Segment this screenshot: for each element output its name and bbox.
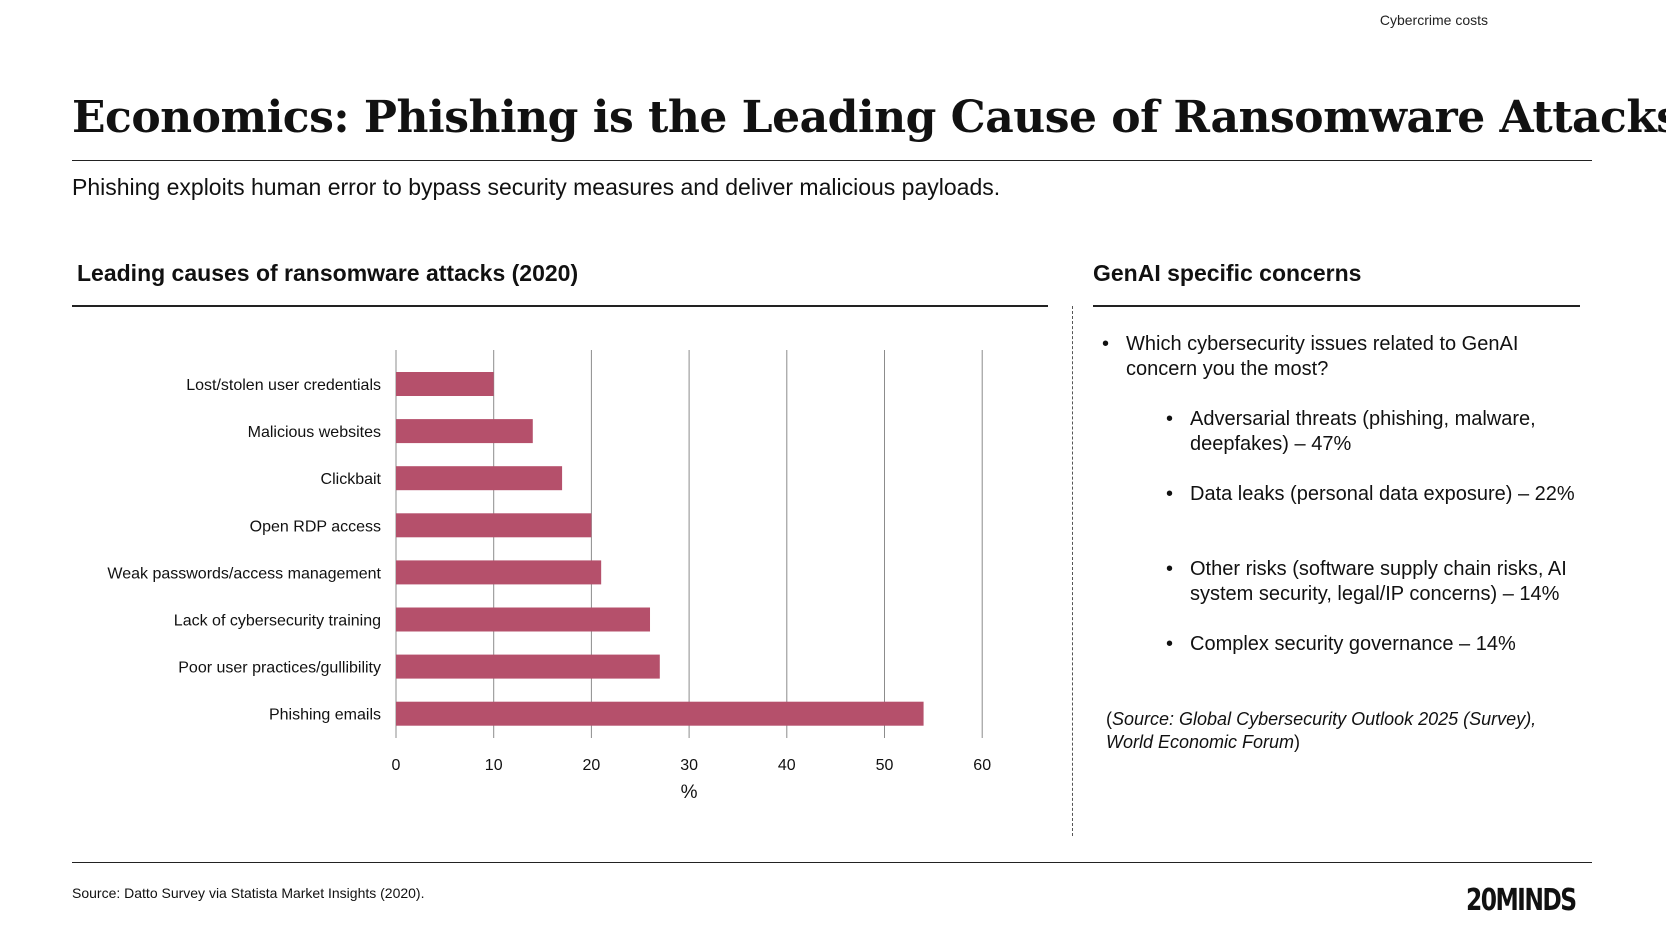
category-label: Phishing emails: [269, 707, 381, 724]
category-label: Clickbait: [321, 471, 382, 488]
category-label: Lost/stolen user credentials: [186, 377, 381, 394]
x-axis-label: %: [681, 782, 698, 803]
question-text: Which cybersecurity issues related to Ge…: [1126, 333, 1519, 380]
title-rule: [72, 160, 1592, 161]
bar: [396, 466, 563, 491]
tick-label: 20: [583, 757, 601, 774]
bar: [396, 560, 602, 585]
chart-section-rule: [72, 305, 1048, 307]
tick-label: 50: [876, 757, 894, 774]
bullet-icon: •: [1166, 633, 1174, 655]
page-title: Economics: Phishing is the Leading Cause…: [72, 92, 1666, 143]
chart-section-title: Leading causes of ransomware attacks (20…: [77, 260, 579, 286]
bar-chart: 0 10 20 30 40 50 60 Lost/stolen user credential…: [107, 350, 991, 803]
concern-text: Adversarial threats (phishing, malware, …: [1190, 408, 1536, 455]
topic-label: Cybercrime costs: [1379, 12, 1488, 28]
concerns-section-title: GenAI specific concerns: [1093, 260, 1362, 286]
category-label: Poor user practices/gullibility: [178, 660, 381, 677]
concern-text: Data leaks (personal data exposure) – 22…: [1190, 483, 1575, 505]
concerns-source-text: Source: Global Cybersecurity Outlook 202…: [1106, 709, 1537, 752]
category-label: Lack of cybersecurity training: [174, 613, 381, 630]
tick-label: 10: [485, 757, 503, 774]
concern-text: Other risks (software supply chain risks…: [1190, 558, 1567, 605]
concern-item: • Complex security governance – 14%: [1166, 632, 1610, 657]
bullet-icon: •: [1166, 483, 1174, 505]
bar: [396, 419, 533, 444]
brand-logo: 20MINDS: [1466, 883, 1577, 918]
category-label: Weak passwords/access management: [107, 565, 381, 582]
category-label: Open RDP access: [250, 518, 381, 535]
tick-label: 60: [973, 757, 991, 774]
bar: [396, 607, 651, 632]
bar: [396, 654, 660, 679]
bar: [396, 372, 494, 396]
bar: [396, 513, 592, 538]
concern-item: • Other risks (software supply chain ris…: [1166, 557, 1610, 607]
tick-label: 30: [680, 757, 698, 774]
concern-item: • Data leaks (personal data exposure) – …: [1166, 482, 1610, 507]
tick-label: 40: [778, 757, 796, 774]
bullet-icon: •: [1102, 333, 1110, 355]
concerns-section-rule: [1093, 305, 1580, 307]
bullet-icon: •: [1166, 408, 1174, 430]
footer-source: Source: Datto Survey via Statista Market…: [72, 885, 425, 901]
concern-item: • Adversarial threats (phishing, malware…: [1166, 407, 1610, 457]
footer-rule: [72, 862, 1592, 863]
concerns-source: (Source: Global Cybersecurity Outlook 20…: [1106, 709, 1537, 752]
question-item: • Which cybersecurity issues related to …: [1102, 332, 1566, 382]
page-subtitle: Phishing exploits human error to bypass …: [72, 174, 1001, 200]
category-label: Malicious websites: [248, 424, 381, 441]
concern-text: Complex security governance – 14%: [1190, 633, 1516, 655]
tick-label: 0: [392, 757, 401, 774]
bar: [396, 701, 924, 726]
bullet-icon: •: [1166, 558, 1174, 580]
section-divider: [1072, 306, 1073, 836]
